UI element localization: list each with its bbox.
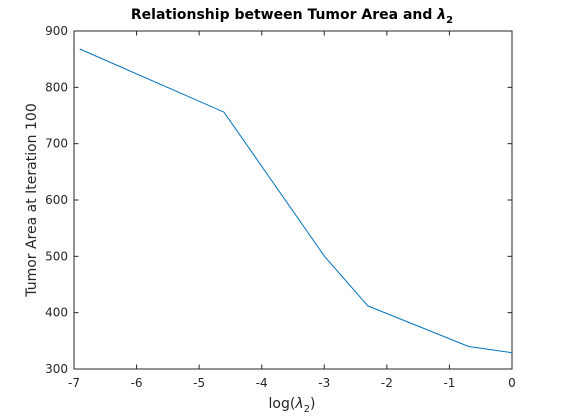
y-tick-label: 700 [45, 137, 68, 151]
x-tick-label: -2 [381, 376, 393, 390]
series-line [79, 48, 513, 354]
x-axis-label-subscript: 2 [304, 404, 310, 415]
x-tick-label: -6 [131, 376, 143, 390]
x-axis-label: log(λ2) [269, 396, 316, 415]
series-layer [79, 48, 513, 354]
x-tick-label: -4 [256, 376, 268, 390]
x-tick-label: -1 [443, 376, 455, 390]
x-tick-label: -5 [193, 376, 205, 390]
chart-title: Relationship between Tumor Area and λ2 [131, 7, 453, 26]
x-axis-label-suffix: ) [310, 396, 315, 412]
y-tick-label: 300 [45, 362, 68, 376]
y-axis-label: Tumor Area at Iteration 100 [24, 103, 40, 297]
x-axis-label-symbol: λ [294, 396, 303, 412]
y-tick-label: 800 [45, 80, 68, 94]
y-tick-label: 900 [45, 24, 68, 38]
chart-title-symbol: λ [436, 7, 446, 23]
y-tick-label: 400 [45, 306, 68, 320]
x-axis-label-prefix: log( [269, 396, 296, 412]
chart-title-subscript: 2 [446, 15, 453, 26]
y-tick-label: 500 [45, 249, 68, 263]
y-ticks: 300 400 500 600 700 800 900 [45, 24, 512, 376]
x-tick-label: -3 [318, 376, 330, 390]
y-tick-label: 600 [45, 193, 68, 207]
x-tick-label: 0 [508, 376, 516, 390]
x-tick-label: -7 [68, 376, 80, 390]
chart-title-text: Relationship between Tumor Area and [131, 7, 437, 23]
x-ticks: -7 -6 -5 -4 -3 -2 -1 0 [68, 31, 516, 390]
plot-area [73, 30, 513, 370]
